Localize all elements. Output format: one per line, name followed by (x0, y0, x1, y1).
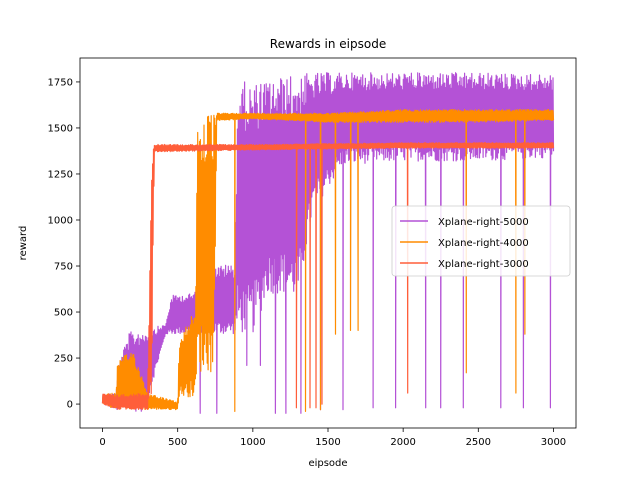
x-tick-label: 3000 (541, 437, 566, 448)
series-line (101, 108, 555, 412)
y-tick-label: 1500 (48, 123, 73, 134)
y-tick-label: 0 (67, 400, 73, 411)
legend: Xplane-right-5000 Xplane-right-4000 Xplane… (391, 205, 571, 277)
legend-label: Xplane-right-3000 (438, 259, 529, 270)
y-axis-label: reward (18, 226, 29, 261)
x-tick-label: 1000 (240, 437, 265, 448)
x-axis: 0 500 1000 1500 2000 2500 3000 (99, 428, 566, 448)
y-tick-label: 500 (54, 308, 73, 319)
x-tick-label: 2000 (390, 437, 415, 448)
series-layer (101, 72, 555, 414)
y-tick-label: 750 (54, 262, 73, 273)
legend-label: Xplane-right-5000 (438, 217, 529, 228)
x-tick-label: 2500 (466, 437, 491, 448)
y-tick-label: 1000 (48, 215, 73, 226)
x-tick-label: 0 (99, 437, 105, 448)
legend-label: Xplane-right-4000 (438, 238, 529, 249)
y-tick-label: 1750 (48, 77, 73, 88)
chart-title: Rewards in eipsode (270, 37, 386, 51)
series-xplane-right-3000 (101, 142, 555, 411)
series-line (101, 142, 555, 411)
y-axis: 0 250 500 750 1000 1250 1500 1750 (48, 77, 80, 411)
x-axis-label: eipsode (308, 458, 347, 469)
y-tick-label: 1250 (48, 169, 73, 180)
legend-box (391, 205, 571, 277)
x-tick-label: 1500 (315, 437, 340, 448)
series-xplane-right-4000 (101, 108, 555, 412)
y-tick-label: 250 (54, 354, 73, 365)
x-tick-label: 500 (168, 437, 187, 448)
